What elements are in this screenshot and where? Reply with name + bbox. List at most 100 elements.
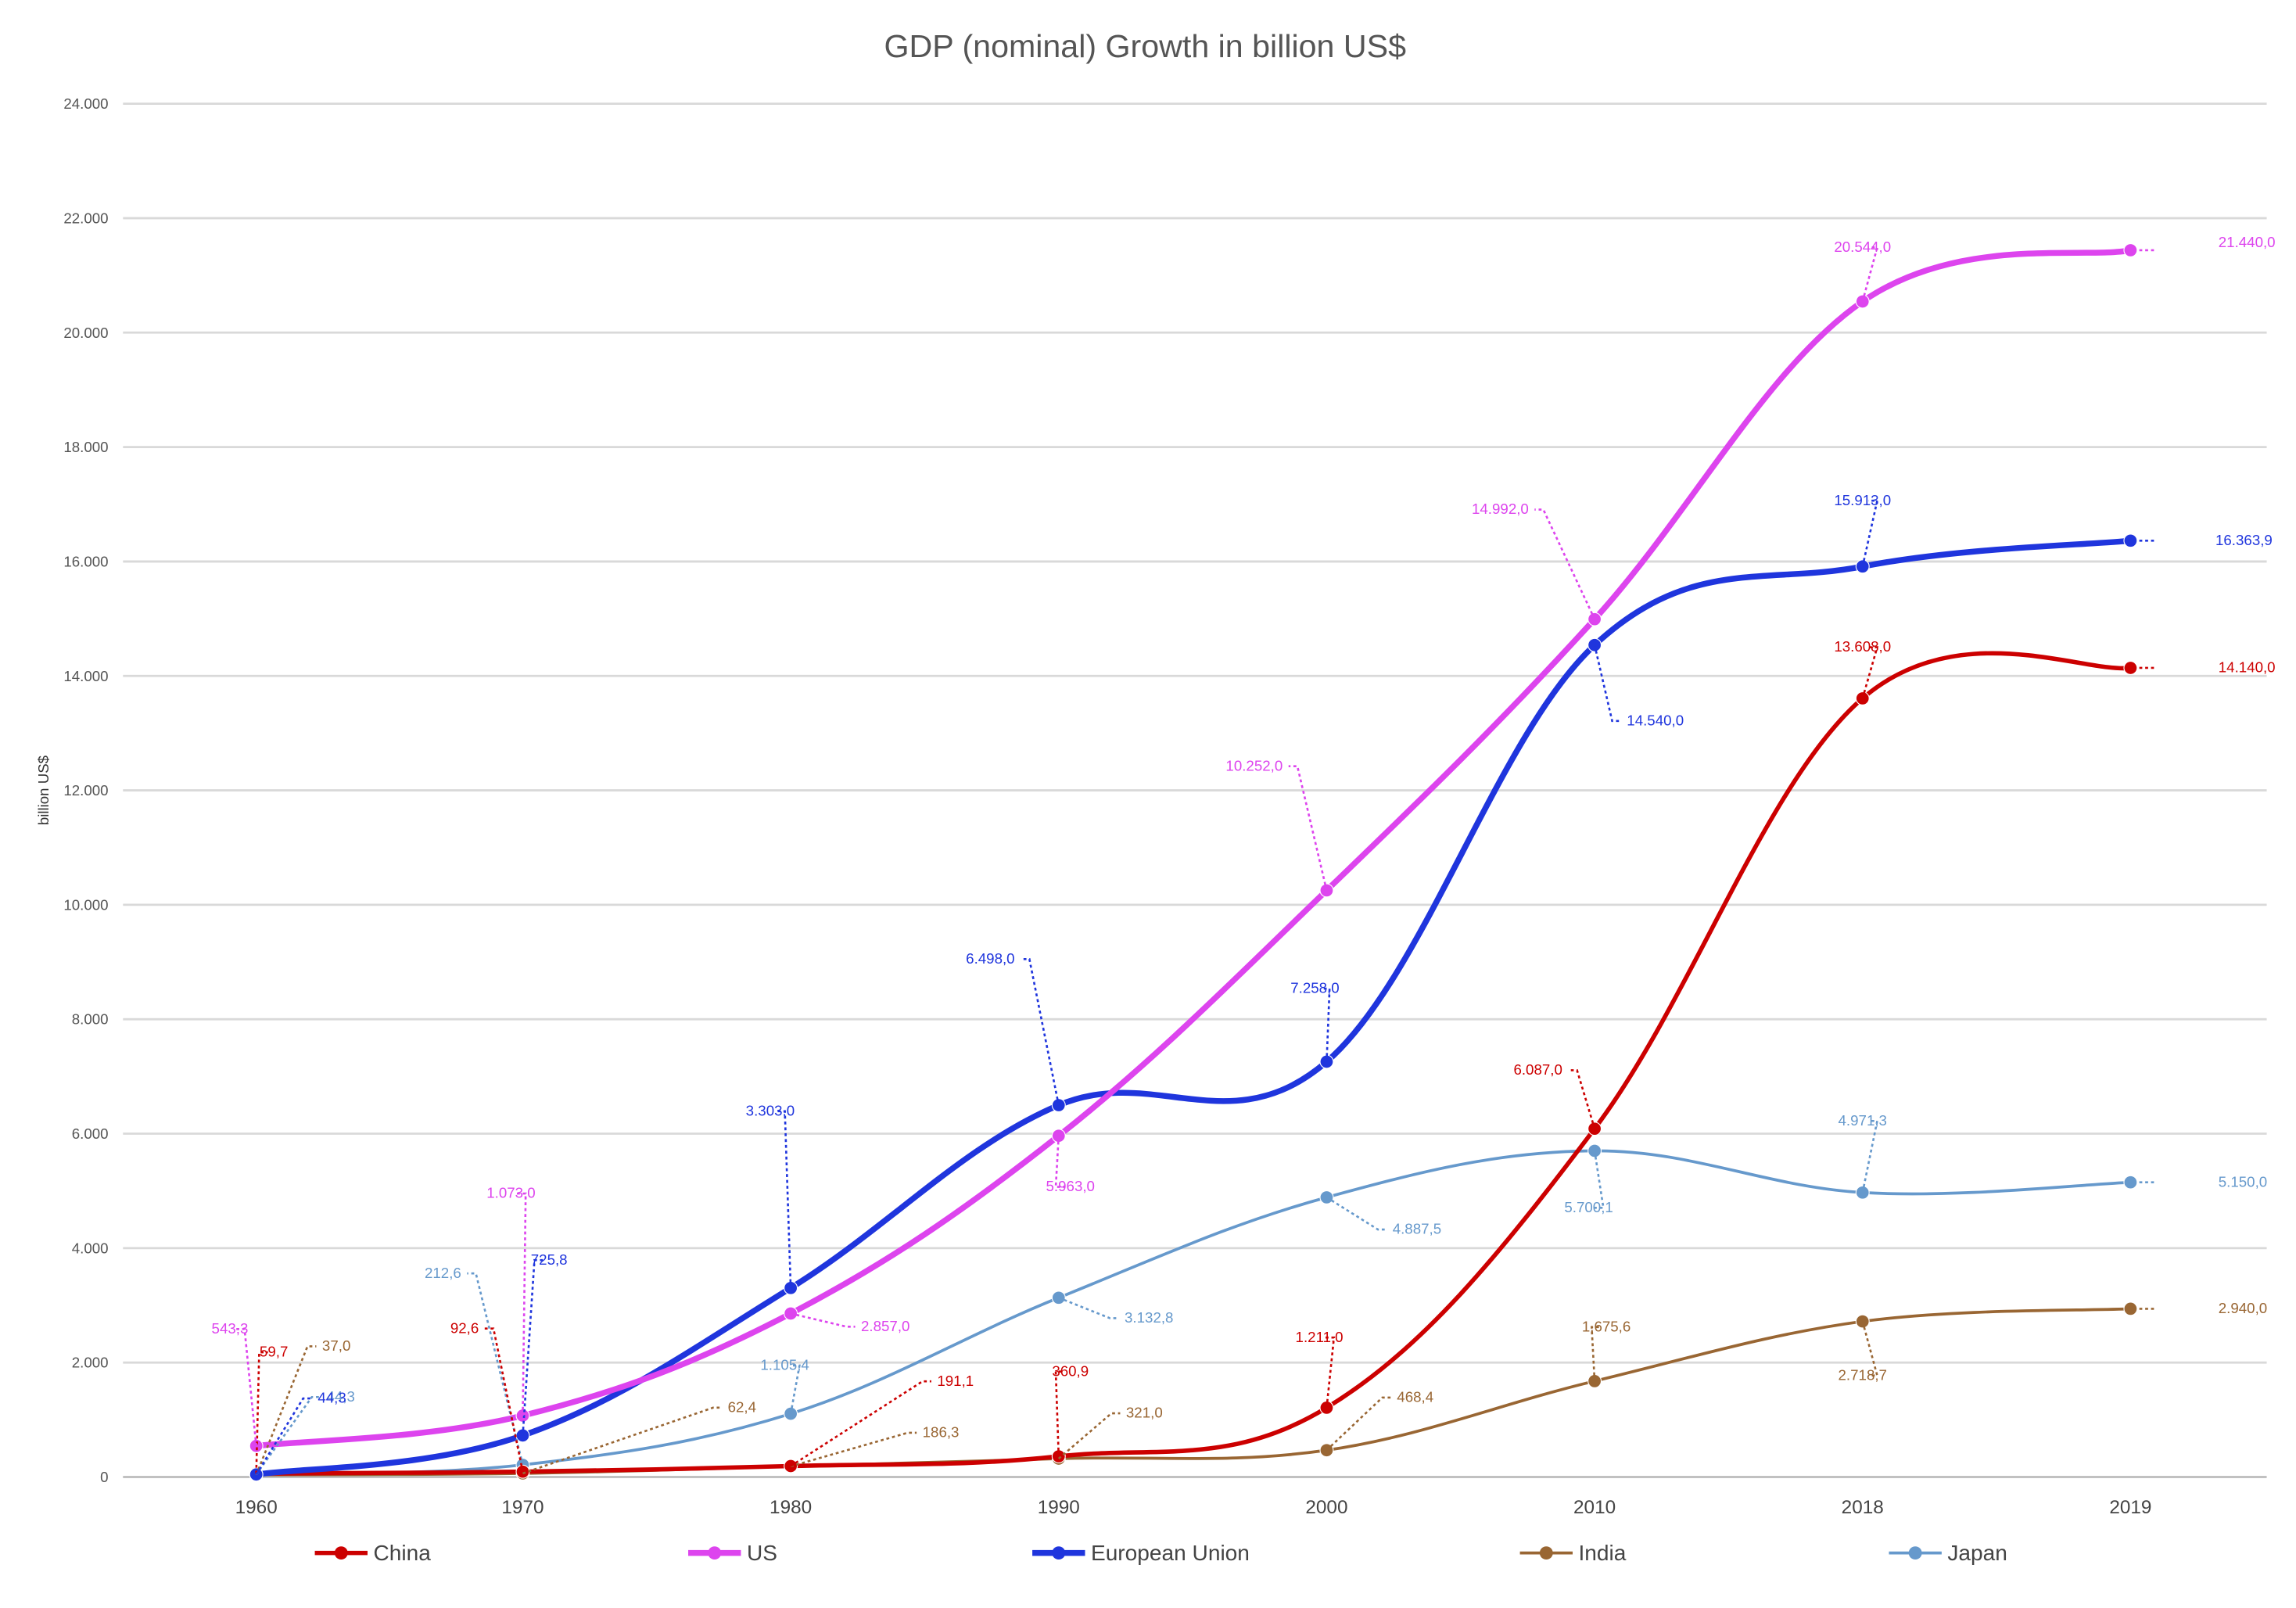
legend-label: India (1579, 1541, 1627, 1565)
legend-marker (1908, 1546, 1922, 1560)
leader-line (1861, 646, 1879, 699)
data-label-european-union: 14.540,0 (1627, 712, 1684, 728)
y-tick-label: 16.000 (63, 553, 108, 569)
data-label-european-union: 3.303,0 (746, 1102, 795, 1118)
x-tick-label: 2019 (2109, 1497, 2151, 1518)
legend-marker (334, 1546, 348, 1560)
y-tick-label: 0 (100, 1469, 108, 1485)
data-point-us (249, 1438, 264, 1453)
data-label-china: 191,1 (937, 1373, 974, 1389)
series-european-union (249, 533, 2138, 1482)
y-tick-label: 24.000 (63, 95, 108, 112)
leader-line (1534, 508, 1596, 620)
leader-line (790, 1380, 931, 1467)
legend-marker (708, 1546, 722, 1560)
legend-label: US (747, 1541, 777, 1565)
legend-item-japan: Japan (1889, 1541, 2007, 1565)
chart-title: GDP (nominal) Growth in billion US$ (884, 28, 1407, 64)
legend-label: China (373, 1541, 431, 1565)
x-tick-label: 1980 (770, 1497, 812, 1518)
data-label-china: 14.140,0 (2219, 659, 2276, 676)
data-label-china: 6.087,0 (1513, 1061, 1562, 1078)
data-point-european-union (1855, 559, 1870, 574)
data-label-european-union: 7.258,0 (1290, 980, 1339, 996)
y-tick-label: 8.000 (72, 1011, 109, 1028)
leader-line (516, 1192, 527, 1416)
data-label-japan: 5.150,0 (2219, 1173, 2267, 1190)
leader-line (522, 1406, 723, 1475)
leader-line (522, 1258, 544, 1436)
data-label-japan: 44,3 (327, 1388, 355, 1405)
x-axis-ticks: 1960 1970 1980 1990 2000 2010 2018 2019 (235, 1497, 2152, 1518)
data-label-india: 62,4 (728, 1398, 756, 1415)
data-label-japan: 5.700,1 (1564, 1199, 1613, 1215)
y-tick-label: 18.000 (63, 439, 108, 455)
leader-line (255, 1345, 317, 1476)
leader-line (1568, 1069, 1596, 1129)
data-label-us: 543,3 (212, 1320, 249, 1337)
legend-item-india: India (1519, 1541, 1627, 1565)
data-point-japan (2123, 1175, 2138, 1190)
legend-item-china: China (314, 1541, 431, 1565)
data-label-china: 59,7 (260, 1344, 288, 1360)
y-tick-label: 14.000 (63, 668, 108, 684)
data-label-european-union: 725,8 (531, 1251, 568, 1268)
data-label-india: 321,0 (1126, 1405, 1163, 1421)
leader-line (790, 1312, 856, 1328)
leader-line (1058, 1297, 1119, 1319)
data-label-japan: 212,6 (425, 1265, 461, 1281)
data-label-japan: 3.132,8 (1125, 1309, 1173, 1326)
data-label-india: 2.940,0 (2219, 1300, 2267, 1316)
data-point-us (2123, 242, 2138, 257)
data-label-india: 468,4 (1397, 1389, 1433, 1405)
leader-line (790, 1431, 917, 1468)
data-point-european-union (2123, 533, 2138, 548)
y-tick-label: 6.000 (72, 1125, 109, 1142)
leader-line (255, 1397, 312, 1475)
data-labels: 37,0 62,4 186,3 321,0 468,4 1.675,6 2.718,7 2.9… (212, 234, 2276, 1476)
data-label-china: 1.211,0 (1296, 1329, 1344, 1345)
y-tick-label: 12.000 (63, 782, 108, 799)
leader-line (1054, 1370, 1065, 1457)
x-tick-label: 2000 (1305, 1497, 1347, 1518)
y-tick-label: 22.000 (63, 210, 108, 227)
y-tick-label: 20.000 (63, 325, 108, 341)
leader-line (255, 1395, 321, 1476)
y-axis-label: billion US$ (35, 755, 52, 825)
leader-line (1326, 1196, 1387, 1231)
leader-line (1288, 765, 1328, 891)
y-axis-ticks: 0 2.000 4.000 6.000 8.000 10.000 12.000 14.000 1… (63, 95, 108, 1485)
series-india (249, 1301, 2138, 1482)
leader-line (484, 1327, 524, 1472)
legend-marker (1052, 1546, 1066, 1560)
leader-line (1861, 499, 1879, 567)
data-point-european-union (1051, 1098, 1066, 1113)
data-label-european-union: 16.363,9 (2215, 532, 2273, 548)
legend-item-us: US (688, 1541, 777, 1565)
leader-line (235, 1327, 257, 1446)
data-label-us: 2.857,0 (861, 1318, 909, 1334)
data-label-china: 13.608,0 (1834, 638, 1891, 655)
leader-line (1861, 1321, 1879, 1377)
data-point-china (2123, 661, 2138, 675)
series-layer (249, 242, 2138, 1482)
data-label-us: 14.992,0 (1472, 501, 1529, 517)
leader-line (1593, 1150, 1605, 1209)
legend-marker (1539, 1546, 1553, 1560)
x-tick-label: 2018 (1842, 1497, 1884, 1518)
data-label-japan: 1.105,4 (760, 1357, 809, 1373)
leader-line (776, 1110, 792, 1288)
series-china (249, 651, 2138, 1481)
leader-line (1325, 1336, 1336, 1409)
data-label-china: 360,9 (1052, 1362, 1089, 1379)
x-tick-label: 1970 (501, 1497, 544, 1518)
legend-item-european-union: European Union (1032, 1541, 1250, 1565)
leader-line (789, 1364, 801, 1414)
series-line-us (253, 247, 2134, 1449)
leader-line (1593, 644, 1621, 723)
data-label-japan: 4.887,5 (1393, 1221, 1441, 1237)
leader-line (255, 1351, 268, 1474)
data-label-european-union: 15.913,0 (1834, 492, 1891, 508)
